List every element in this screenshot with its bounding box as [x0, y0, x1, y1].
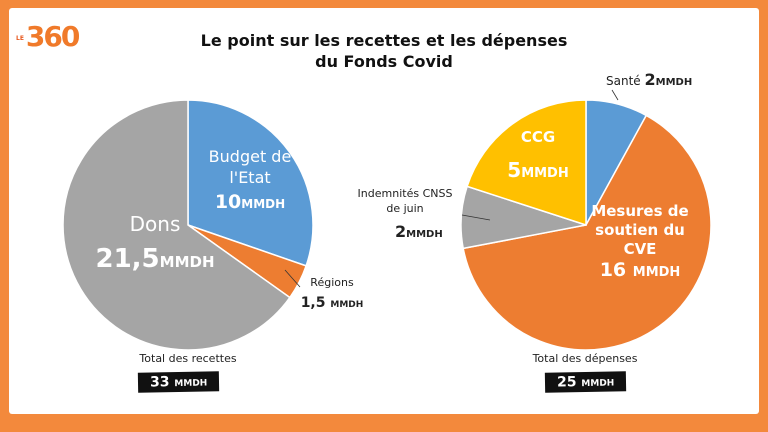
label-regions: Régions 1,5 MMDH	[300, 276, 364, 311]
label-sante: Santé 2MMDH	[606, 70, 693, 89]
leader-line	[461, 214, 491, 221]
pie-slice-ccg	[466, 99, 587, 227]
total-depenses-value: 25 MMDH	[544, 371, 627, 393]
label-dons: Dons 21,5MMDH	[95, 212, 215, 274]
label-cve: Mesures de soutien du CVE 16 MMDH	[591, 202, 689, 281]
pie-slice-dons	[62, 99, 291, 351]
leader-line	[611, 89, 619, 101]
pie-slice-mesures-de-soutien-du-cve	[462, 114, 712, 351]
label-ccg: CCG 5MMDH	[507, 128, 569, 182]
label-cnss: Indemnités CNSS de juin 2MMDH	[357, 187, 453, 241]
le360-logo: LE360	[16, 20, 80, 53]
total-recettes-label: Total des recettes	[139, 352, 237, 365]
leader-line	[284, 269, 301, 288]
total-depenses-label: Total des dépenses	[532, 352, 638, 365]
total-recettes-value: 33 MMDH	[137, 371, 220, 393]
chart-title: Le point sur les recettes et les dépense…	[200, 31, 568, 71]
pie-slice-budget-de-l-etat	[187, 99, 314, 267]
label-budget: Budget de l'Etat 10MMDH	[208, 147, 292, 213]
